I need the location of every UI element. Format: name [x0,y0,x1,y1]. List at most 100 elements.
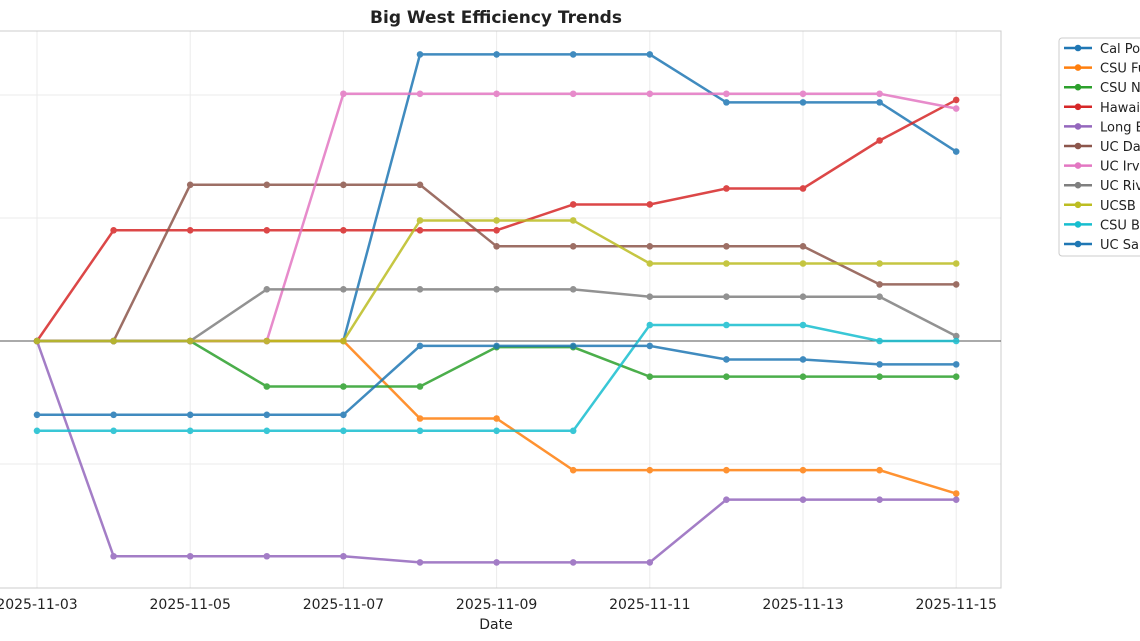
legend-label: CSU Fu [1100,62,1140,77]
data-point [876,361,883,368]
legend-entry: CSU Fu [1064,62,1140,77]
data-point [876,260,883,267]
data-point [799,242,807,250]
data-point [799,496,807,503]
data-point [723,99,730,106]
data-point [33,411,41,419]
data-point [646,321,654,329]
legend-entry: UC Irv [1064,160,1140,175]
legend-marker-icon [1074,162,1082,169]
series-3 [33,96,960,345]
legend-marker-icon [1074,181,1082,189]
legend-label: UC Sa [1100,238,1139,253]
data-point [493,286,500,293]
data-point [186,337,194,345]
data-point [799,373,807,380]
plot-frame [0,30,1002,589]
legend-marker-icon [1074,221,1082,228]
data-point [876,281,883,288]
series-4 [33,337,960,566]
data-point [646,466,654,474]
data-point [263,286,271,293]
data-point [110,337,117,345]
data-point [723,242,730,250]
legend: Cal Po CSU Fu CSU N Hawai Long B UC Da UC Irv U… [1058,37,1140,257]
data-point [110,411,117,419]
x-tick-label: 2025-11-07 [303,597,384,613]
data-point [340,181,347,189]
data-point [723,373,730,380]
data-point [876,137,883,144]
data-point [340,286,347,293]
data-point [799,90,807,98]
data-point [646,242,654,250]
data-point [952,332,960,340]
data-point [646,559,654,566]
data-point [723,466,730,474]
data-point [493,242,500,250]
data-point [416,427,424,435]
data-point [340,427,347,435]
x-tick-label: 2025-11-15 [916,597,997,613]
data-point [493,415,500,422]
data-point [416,286,424,293]
data-point [646,260,654,267]
data-point [493,51,500,58]
legend-label: CSU N [1100,81,1140,96]
data-point [416,51,424,58]
data-point [799,185,807,192]
legend-label: UCSB [1100,199,1136,214]
data-point [493,217,500,224]
data-point [33,427,41,435]
data-point [646,342,654,350]
legend-label: Cal Po [1100,42,1140,57]
data-point [340,90,347,98]
data-point [569,51,577,58]
data-point [876,373,883,380]
data-point [186,227,194,234]
data-point [263,383,271,390]
data-point [723,293,730,301]
data-point [723,90,730,98]
legend-label: UC Riv [1100,179,1140,194]
x-tick-label: 2025-11-13 [762,597,843,613]
data-point [493,427,500,435]
data-point [723,185,730,192]
data-point [876,496,883,503]
legend-entry: Long B [1064,120,1140,135]
data-point [416,227,424,234]
data-point [799,260,807,267]
data-point [186,552,194,560]
data-point [186,181,194,189]
x-tick-label: 2025-11-03 [0,597,78,613]
data-point [569,466,577,474]
data-point [876,466,883,474]
data-point [876,337,883,345]
data-point [416,559,424,566]
data-point [569,559,577,566]
data-point [646,293,654,301]
data-point [952,148,960,155]
data-point [263,552,271,560]
legend-entry: UC Sa [1064,238,1139,253]
legend-label: CSU B [1100,218,1140,233]
series-9 [33,321,960,435]
series-8 [33,217,960,345]
data-point [799,293,807,301]
data-point [799,356,807,363]
data-point [952,496,960,503]
legend-marker-icon [1074,83,1082,91]
data-point [33,337,41,345]
data-point [110,427,117,435]
data-point [646,201,654,208]
data-point [723,260,730,267]
data-point [569,90,577,98]
legend-marker-icon [1074,103,1082,111]
data-point [723,496,730,503]
grid [0,31,1001,588]
x-tick-label: 2025-11-05 [150,597,231,613]
data-point [876,99,883,106]
legend-entry: UC Riv [1064,179,1140,194]
x-axis-label: Date [479,617,512,633]
